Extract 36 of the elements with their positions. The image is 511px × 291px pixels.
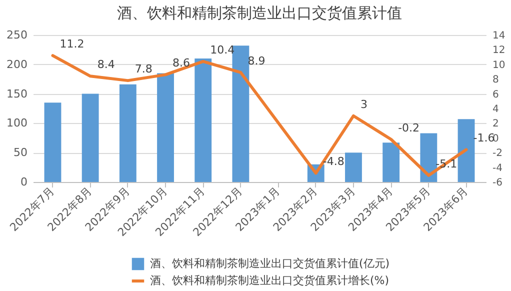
data-label: 8.4 — [97, 58, 115, 72]
legend-label: 酒、饮料和精制茶制造业出口交货值累计值(亿元) — [150, 257, 390, 270]
y-tick-label: 250 — [6, 28, 28, 42]
data-label: 3 — [360, 98, 368, 111]
y2-tick-label: 8 — [492, 74, 499, 86]
y2-tick-label: -6 — [492, 178, 502, 188]
y2-tick-label: -4 — [492, 162, 502, 174]
legend-label: 酒、饮料和精制茶制造业出口交货值累计增长(%) — [150, 274, 390, 287]
y2-tick-label: 6 — [492, 89, 499, 100]
bar — [345, 152, 362, 182]
y-tick-label: 200 — [6, 58, 28, 71]
data-label: 7.8 — [134, 62, 152, 76]
y2-tick-label: 14 — [492, 30, 506, 42]
y2-tick-label: -2 — [492, 148, 502, 160]
bar — [458, 119, 475, 182]
data-label: 8.6 — [172, 56, 190, 70]
y2-tick-label: 4 — [492, 104, 499, 115]
bar — [157, 73, 174, 182]
bar — [44, 102, 62, 182]
y-tick-label: 50 — [14, 146, 28, 160]
bar — [194, 58, 212, 182]
y-tick-label: 0 — [20, 176, 28, 188]
y-tick-label: 100 — [6, 116, 28, 130]
y2-tick-label: 2 — [492, 118, 499, 130]
y-tick-label: 150 — [6, 87, 28, 100]
bar — [382, 142, 400, 182]
y2-tick-label: 12 — [492, 45, 506, 56]
bar — [232, 46, 250, 182]
data-label: 11.2 — [60, 38, 84, 51]
bar — [119, 84, 136, 182]
chart-title: 酒、饮料和精制茶制造业出口交货值累计值 — [117, 4, 402, 22]
bar — [82, 94, 99, 182]
y2-tick-label: 10 — [492, 60, 506, 71]
line-series — [51, 54, 468, 177]
data-label: -0.2 — [398, 121, 420, 134]
bar — [420, 133, 438, 182]
